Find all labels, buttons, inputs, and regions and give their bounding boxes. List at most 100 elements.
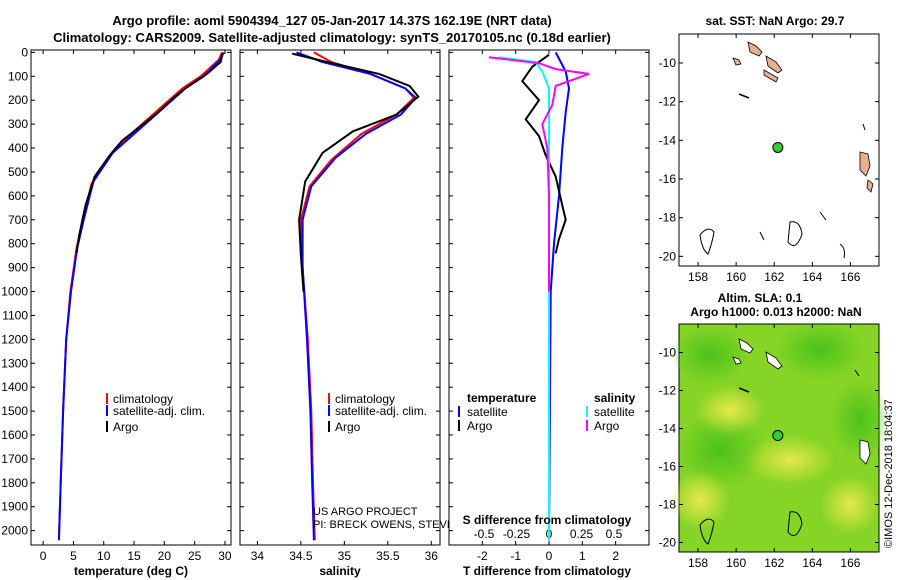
lat-tick-label: -10 [659,56,677,70]
altimetry-title-line-1: Altim. SLA: 0.1 [718,291,803,305]
series-satellite-adj-clim- [296,51,418,541]
salinity-xlabel: salinity [319,564,361,578]
x-tick-label: 0 [40,549,47,563]
legend-t-argo: Argo [467,419,493,433]
salinity-legend: climatology satellite-adj. clim. Argo [328,392,427,434]
depth-tick-label: 1500 [1,404,28,418]
lat-tick-label: -16 [659,172,677,186]
depth-tick-label: 1700 [1,452,28,466]
lat-tick-label: -14 [659,133,677,147]
x-tick-label: 1 [579,549,586,563]
x-tick-label: 35 [338,549,352,563]
lat-tick-label: -16 [659,460,677,474]
altimetry-map-argo-position [772,430,784,442]
altimetry-map-panel: Altim. SLA: 0.1 Argo h1000: 0.013 h2000:… [659,291,890,570]
depth-tick-label: 100 [8,69,28,83]
imos-stamp: ©IMOS 12-Dec-2018 18:04:37 [883,399,895,548]
series-argo [75,53,224,254]
depth-tick-label: 300 [8,117,28,131]
depth-tick-label: 800 [8,237,28,251]
sst-map-coastline [699,41,874,259]
legend-t-sat: satellite [467,405,508,419]
series-s-argo [488,56,590,292]
series-argo [291,52,420,292]
altimetry-coastline [699,338,871,545]
series-t-satellite [548,51,571,541]
title-line-2: Climatology: CARS2009. Satellite-adjuste… [53,30,611,45]
lon-tick-label: 164 [802,556,822,570]
lon-tick-label: 166 [840,556,860,570]
temperature-panel: 0 5 10 15 20 25 30 temperature (deg C) climato… [30,49,232,578]
x-tick-label: 30 [218,549,232,563]
depth-axis: 0 100 200 300 400 500 600 700 800 900 1000 1100 1200… [1,45,28,537]
depth-tick-label: 1600 [1,428,28,442]
legend-climatology: climatology [113,392,173,406]
lat-tick-label: -12 [659,95,677,109]
lon-tick-label: 158 [688,270,708,284]
lat-tick-label: -18 [659,498,677,512]
x-tick-label: 0 [546,549,553,563]
lat-tick-label: -20 [659,249,677,263]
title-line-1: Argo profile: aoml 5904394_127 05-Jan-20… [112,13,551,28]
depth-tick-label: 500 [8,165,28,179]
lon-tick-label: 166 [840,270,860,284]
s-tick-label: -0.25 [503,527,531,541]
x-tick-label: 2 [612,549,619,563]
lat-tick-label: -20 [659,536,677,550]
x-tick-label: -1 [510,549,521,563]
depth-tick-label: 600 [8,189,28,203]
x-tick-label: 20 [158,549,172,563]
s-tick-label: -0.5 [474,527,495,541]
depth-tick-label: 1300 [1,356,28,370]
lat-tick-label: -12 [659,384,677,398]
sal-legend-satellite: satellite-adj. clim. [335,404,427,418]
sst-map-title: sat. SST: NaN Argo: 29.7 [706,14,845,28]
depth-tick-label: 1400 [1,380,28,394]
x-tick-label: 25 [188,549,202,563]
altimetry-title-line-2: Argo h1000: 0.013 h2000: NaN [690,305,861,319]
depth-tick-label: 900 [8,261,28,275]
series-t-argo [521,53,567,254]
legend-salinity-title: salinity [594,391,636,405]
credits-line-1: US ARGO PROJECT [313,506,418,518]
x-tick-label: 5 [70,549,77,563]
legend-argo: Argo [113,420,139,434]
sal-legend-argo: Argo [335,420,361,434]
depth-tick-label: 1900 [1,500,28,514]
x-tick-label: -2 [477,549,488,563]
depth-tick-label: 200 [8,93,28,107]
x-tick-label: 35.5 [376,549,400,563]
depth-tick-label: 700 [8,213,28,227]
t-diff-xlabel: T difference from climatology [463,564,631,578]
lon-tick-label: 164 [802,270,822,284]
sst-map-panel: sat. SST: NaN Argo: 29.7 158 160 162 164 166… [659,14,880,284]
lat-tick-label: -14 [659,422,677,436]
sal-legend-climatology: climatology [335,392,395,406]
lon-tick-label: 162 [764,270,784,284]
legend-satellite: satellite-adj. clim. [113,404,205,418]
depth-tick-label: 1100 [2,308,28,322]
temperature-legend: climatology satellite-adj. clim. Argo [106,392,205,434]
s-diff-xlabel: S difference from climatology [463,513,632,527]
s-tick-label: 0.5 [606,527,623,541]
lat-tick-label: -10 [659,346,677,360]
legend-s-argo: Argo [594,419,620,433]
depth-tick-label: 1200 [1,332,28,346]
sst-map-argo-position [772,141,784,153]
lat-tick-label: -18 [659,211,677,225]
lon-tick-label: 160 [726,270,746,284]
depth-tick-label: 0 [21,45,28,59]
s-tick-label: 0.25 [570,527,594,541]
temperature-xlabel: temperature (deg C) [74,564,188,578]
salinity-frame [239,49,441,546]
x-tick-label: 34 [251,549,265,563]
x-tick-label: 34.5 [289,549,313,563]
altimetry-field [670,320,890,535]
depth-tick-label: 400 [8,141,28,155]
legend-s-sat: satellite [594,405,635,419]
difference-legend: temperature satellite Argo salinity sate… [458,391,636,433]
depth-tick-label: 1000 [1,285,28,299]
depth-tick-label: 2000 [1,524,28,538]
salinity-panel: 34 34.5 35 35.5 36 salinity climatology sate… [239,49,560,578]
